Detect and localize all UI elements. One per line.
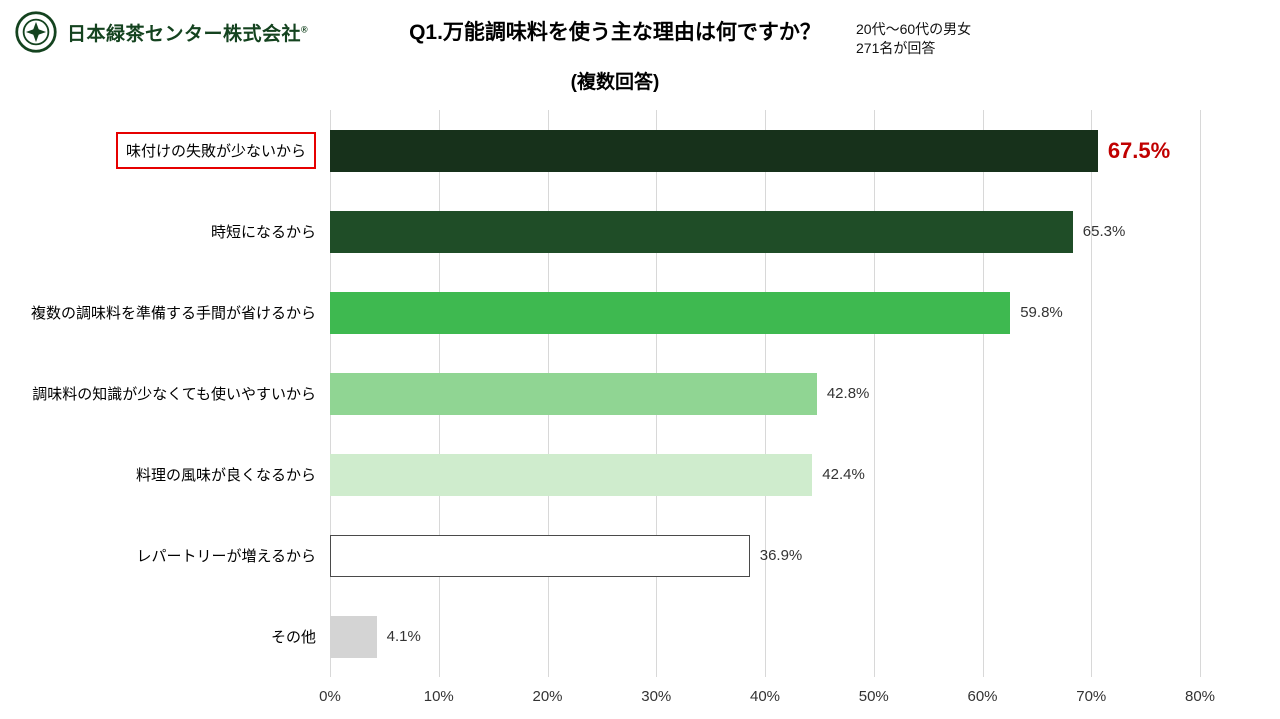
chart-row: 味付けの失敗が少ないから 67.5% (0, 110, 1240, 191)
chart-title: Q1.万能調味料を使う主な理由は何ですか？ (複数回答) (360, 16, 870, 94)
category-label-cell: レパートリーが増えるから (0, 545, 330, 566)
category-label: 味付けの失敗が少ないから (115, 132, 316, 169)
gridline (1091, 110, 1093, 677)
x-tick-label: 30% (641, 688, 672, 705)
value-label: 42.4% (822, 466, 865, 483)
chart-row: 複数の調味料を準備する手間が省けるから 59.8% (0, 272, 1240, 353)
value-label: 36.9% (759, 547, 803, 564)
chart-row: レパートリーが増えるから 36.9% (0, 515, 1240, 596)
bar-track: 59.8% (330, 272, 1240, 353)
bar-track: 42.4% (330, 434, 1240, 515)
chart-row: 時短になるから 65.3% (0, 191, 1240, 272)
value-label: 59.8% (1020, 304, 1063, 321)
value-label: 42.8% (826, 385, 870, 402)
company-name: 日本緑茶センター株式会社® (67, 23, 309, 45)
x-tick-label: 80% (1184, 688, 1216, 705)
respondents-line2: 271名が回答 (856, 39, 936, 56)
value-label: 65.3% (1082, 223, 1126, 240)
bar-chart: 味付けの失敗が少ないから 67.5% 時短になるから 65.3% 複数の調味料を準備する… (0, 110, 1240, 705)
bar (330, 372, 817, 415)
bar-track: 36.9% (330, 515, 1240, 596)
bar (330, 129, 1098, 172)
category-label-cell: 味付けの失敗が少ないから (0, 132, 330, 169)
bar-track: 65.3% (330, 191, 1240, 272)
bar-track: 4.1% (330, 596, 1240, 677)
bar-track: 67.5% (330, 110, 1240, 191)
category-label: 料理の風味が良くなるから (135, 467, 316, 484)
category-label: レパートリーが増えるから (136, 548, 316, 565)
x-tick-label: 40% (749, 688, 781, 705)
bar (330, 453, 813, 496)
x-tick-label: 70% (1076, 688, 1107, 705)
x-tick-label: 20% (532, 688, 563, 705)
category-label: 複数の調味料を準備する手間が省けるから (30, 305, 316, 322)
company-logo-icon (15, 11, 57, 53)
x-tick-label: 60% (967, 688, 998, 705)
category-label: 時短になるから (210, 224, 316, 241)
category-label-cell: 複数の調味料を準備する手間が省けるから (0, 302, 330, 323)
value-label: 67.5% (1107, 137, 1171, 163)
category-label-cell: その他 (0, 626, 330, 647)
bar-track: 42.8% (330, 353, 1240, 434)
category-label: 調味料の知識が少なくても使いやすいから (32, 386, 316, 403)
company-logo: 日本緑茶センター株式会社® (14, 10, 308, 54)
respondents-line1: 20代〜60代の男女 (856, 21, 972, 37)
x-tick-label: 10% (423, 688, 454, 705)
category-label-cell: 調味料の知識が少なくても使いやすいから (0, 383, 330, 404)
x-tick-label: 50% (858, 688, 889, 705)
chart-title-line1: Q1.万能調味料を使う主な理由は何ですか？ (409, 21, 821, 44)
chart-row: 調味料の知識が少なくても使いやすいから 42.8% (0, 353, 1240, 434)
gridline (873, 110, 875, 677)
respondents-note: 20代〜60代の男女 271名が回答 (856, 20, 971, 58)
bar (330, 615, 377, 658)
chart-row: その他 4.1% (0, 596, 1240, 677)
header: 日本緑茶センター株式会社® Q1.万能調味料を使う主な理由は何ですか？ (複数回… (0, 0, 1280, 105)
x-tick-label: 0% (319, 688, 341, 705)
chart-rows: 味付けの失敗が少ないから 67.5% 時短になるから 65.3% 複数の調味料を準備する… (0, 110, 1240, 677)
bar (330, 291, 1011, 334)
gridline (1200, 110, 1201, 677)
category-label: その他 (270, 629, 316, 646)
bar (330, 534, 750, 577)
gridline (982, 110, 984, 677)
registered-mark: ® (301, 24, 309, 35)
x-axis: 0% 10% 20% 30% 40% 50% 60% 70% 80% (319, 688, 1215, 712)
category-label-cell: 料理の風味が良くなるから (0, 464, 330, 485)
value-label: 4.1% (386, 628, 421, 645)
chart-title-line2: (複数回答) (570, 72, 660, 93)
bar (330, 210, 1073, 253)
category-label-cell: 時短になるから (0, 221, 330, 242)
chart-row: 料理の風味が良くなるから 42.4% (0, 434, 1240, 515)
